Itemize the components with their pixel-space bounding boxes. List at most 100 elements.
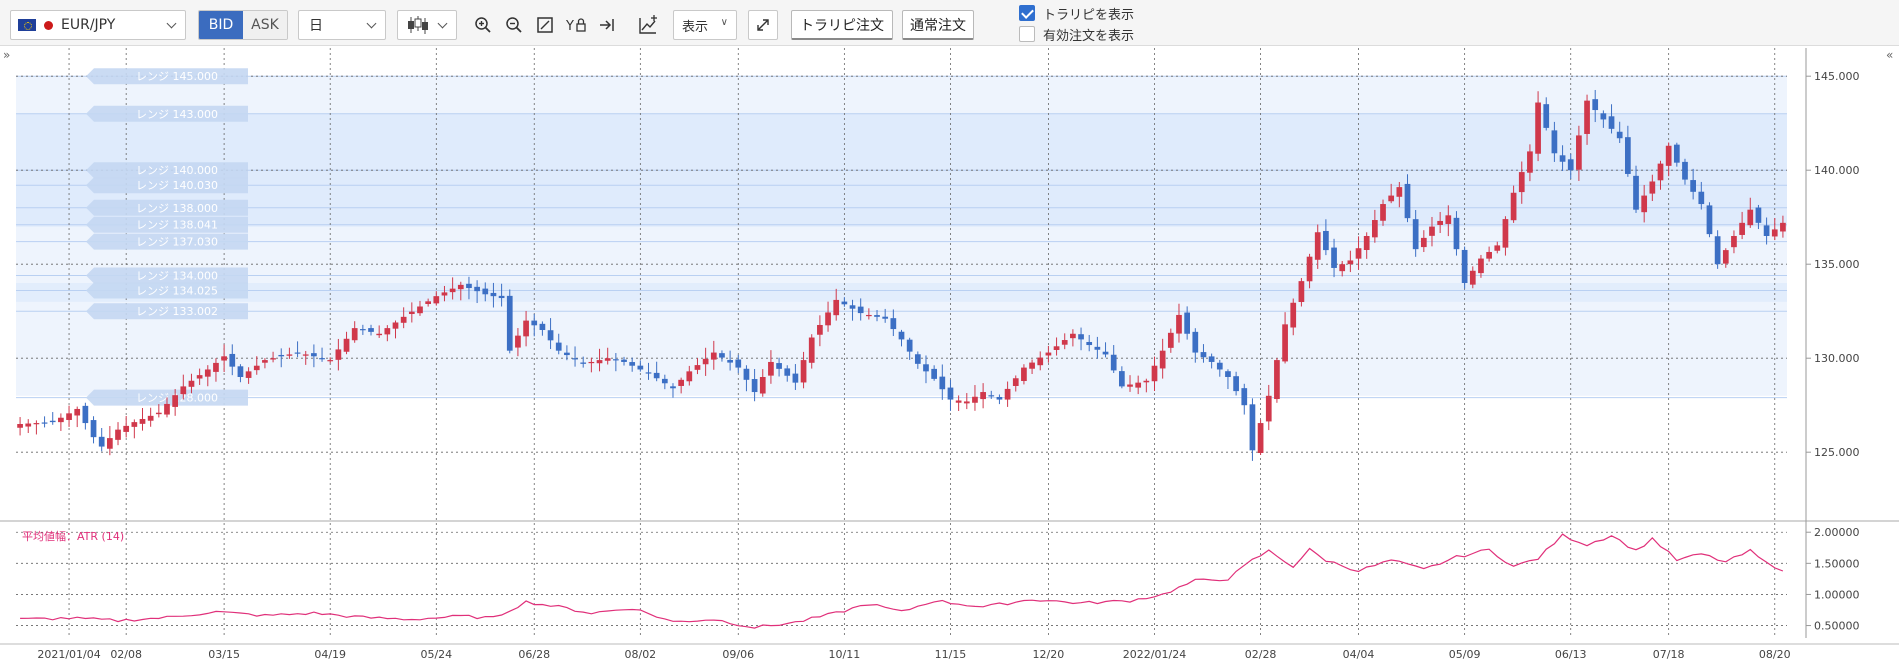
symbol-label: EUR/JPY bbox=[61, 17, 116, 33]
candle-body bbox=[515, 335, 521, 348]
candle-body bbox=[784, 368, 791, 376]
range-tag-label: レンジ 143.000 bbox=[136, 108, 218, 121]
candle-body bbox=[359, 329, 366, 331]
candle-body bbox=[580, 362, 587, 364]
candle-body bbox=[1706, 205, 1713, 235]
candle-body bbox=[1151, 365, 1158, 382]
range-tag bbox=[86, 233, 248, 250]
range-tag bbox=[86, 267, 248, 284]
ask-button[interactable]: ASK bbox=[243, 11, 287, 39]
candle-body bbox=[1429, 226, 1435, 236]
show-orders-checkbox[interactable] bbox=[1019, 26, 1035, 42]
chart-toolbar: EUR/JPY BID ASK 日 Y 表示 ∨ bbox=[0, 0, 1899, 46]
candle-body bbox=[408, 311, 415, 315]
candle-body bbox=[1339, 264, 1346, 272]
range-tag bbox=[86, 199, 248, 216]
candle-body bbox=[955, 400, 962, 403]
x-tick-label: 02/28 bbox=[1245, 648, 1277, 661]
candle-body bbox=[596, 360, 603, 364]
add-indicator-icon[interactable] bbox=[636, 12, 660, 38]
candle-body bbox=[743, 368, 750, 380]
range-tag-label: レンジ 134.025 bbox=[136, 285, 218, 298]
candle-body bbox=[1502, 219, 1509, 248]
candlestick-icon bbox=[408, 16, 428, 34]
show-trailing-checkbox[interactable] bbox=[1019, 5, 1035, 21]
candle-body bbox=[1298, 281, 1305, 303]
symbol-select[interactable]: EUR/JPY bbox=[10, 10, 186, 40]
candle-body bbox=[1461, 249, 1468, 283]
candle-body bbox=[1208, 356, 1215, 362]
candle-body bbox=[841, 301, 848, 305]
x-tick-label: 2021/01/04 bbox=[37, 648, 100, 661]
zoom-in-icon[interactable] bbox=[471, 12, 495, 38]
candle-body bbox=[1290, 302, 1297, 328]
trailing-order-button[interactable]: トラリピ注文 bbox=[791, 10, 893, 40]
show-orders-label: 有効注文を表示 bbox=[1043, 29, 1135, 44]
candle-body bbox=[1722, 250, 1729, 264]
candle-body bbox=[988, 395, 995, 397]
price-chart[interactable]: レンジ 145.000 レンジ 143.000 レンジ 140.000 レンジ 140… bbox=[0, 46, 1899, 665]
candle-body bbox=[882, 316, 889, 319]
zoom-out-icon[interactable] bbox=[502, 12, 526, 38]
atr-y-tick-label: 0.50000 bbox=[1814, 620, 1860, 633]
candle-body bbox=[1037, 357, 1044, 366]
candle-body bbox=[433, 296, 440, 304]
candle-body bbox=[474, 286, 480, 292]
candle-body bbox=[1665, 145, 1672, 166]
candle-body bbox=[1657, 163, 1664, 181]
candle-body bbox=[278, 354, 285, 357]
candle-body bbox=[131, 422, 138, 427]
candle-body bbox=[17, 424, 23, 428]
candle-body bbox=[678, 379, 685, 386]
candle-body bbox=[1257, 423, 1264, 453]
x-tick-label: 07/18 bbox=[1653, 648, 1685, 661]
candle-body bbox=[947, 387, 954, 400]
atr-y-tick-label: 2.00000 bbox=[1814, 526, 1860, 539]
y-axis-lock-icon[interactable]: Y bbox=[564, 12, 588, 38]
fit-screen-icon[interactable] bbox=[533, 12, 557, 38]
expand-button[interactable] bbox=[748, 10, 778, 40]
candle-body bbox=[1584, 100, 1590, 134]
display-menu[interactable]: 表示 ∨ bbox=[673, 10, 737, 40]
collapse-right-icon[interactable]: « bbox=[1886, 48, 1894, 62]
candle-body bbox=[66, 413, 72, 420]
candle-body bbox=[661, 378, 668, 384]
candle-body bbox=[1592, 99, 1599, 111]
candle-body bbox=[1755, 207, 1762, 223]
range-tag-label: レンジ 145.000 bbox=[136, 70, 218, 83]
candle-body bbox=[865, 314, 872, 317]
bid-button[interactable]: BID bbox=[199, 11, 243, 39]
candle-body bbox=[1167, 332, 1174, 348]
y-tick-label: 145.000 bbox=[1814, 70, 1860, 83]
timeframe-select[interactable]: 日 bbox=[298, 10, 386, 40]
chart-type-select[interactable] bbox=[397, 10, 457, 40]
candle-body bbox=[1118, 371, 1125, 387]
price-type-toggle: BID ASK bbox=[198, 10, 288, 40]
candle-body bbox=[311, 353, 317, 357]
x-tick-label: 10/11 bbox=[829, 648, 861, 661]
candle-body bbox=[1061, 340, 1068, 345]
candle-body bbox=[1371, 220, 1378, 238]
range-tag bbox=[86, 105, 248, 122]
normal-order-button[interactable]: 通常注文 bbox=[902, 10, 974, 40]
collapse-left-icon[interactable]: » bbox=[3, 48, 11, 62]
candle-body bbox=[1543, 104, 1550, 128]
candle-body bbox=[1355, 248, 1362, 259]
candle-body bbox=[825, 312, 831, 326]
range-band-inner bbox=[16, 283, 1787, 302]
y-tick-label: 130.000 bbox=[1814, 352, 1860, 365]
candle-body bbox=[115, 429, 121, 440]
range-tag-label: レンジ 134.000 bbox=[136, 269, 218, 282]
candle-body bbox=[1453, 217, 1460, 250]
candle-body bbox=[1714, 236, 1721, 265]
candle-body bbox=[82, 405, 89, 424]
candle-body bbox=[343, 338, 350, 352]
candle-body bbox=[1176, 314, 1182, 334]
expand-icon bbox=[757, 19, 769, 31]
candle-body bbox=[686, 371, 693, 382]
candle-body bbox=[457, 284, 464, 290]
x-tick-label: 09/06 bbox=[722, 648, 754, 661]
candle-body bbox=[1363, 236, 1370, 251]
scroll-to-latest-icon[interactable] bbox=[595, 12, 619, 38]
candle-body bbox=[90, 420, 97, 438]
